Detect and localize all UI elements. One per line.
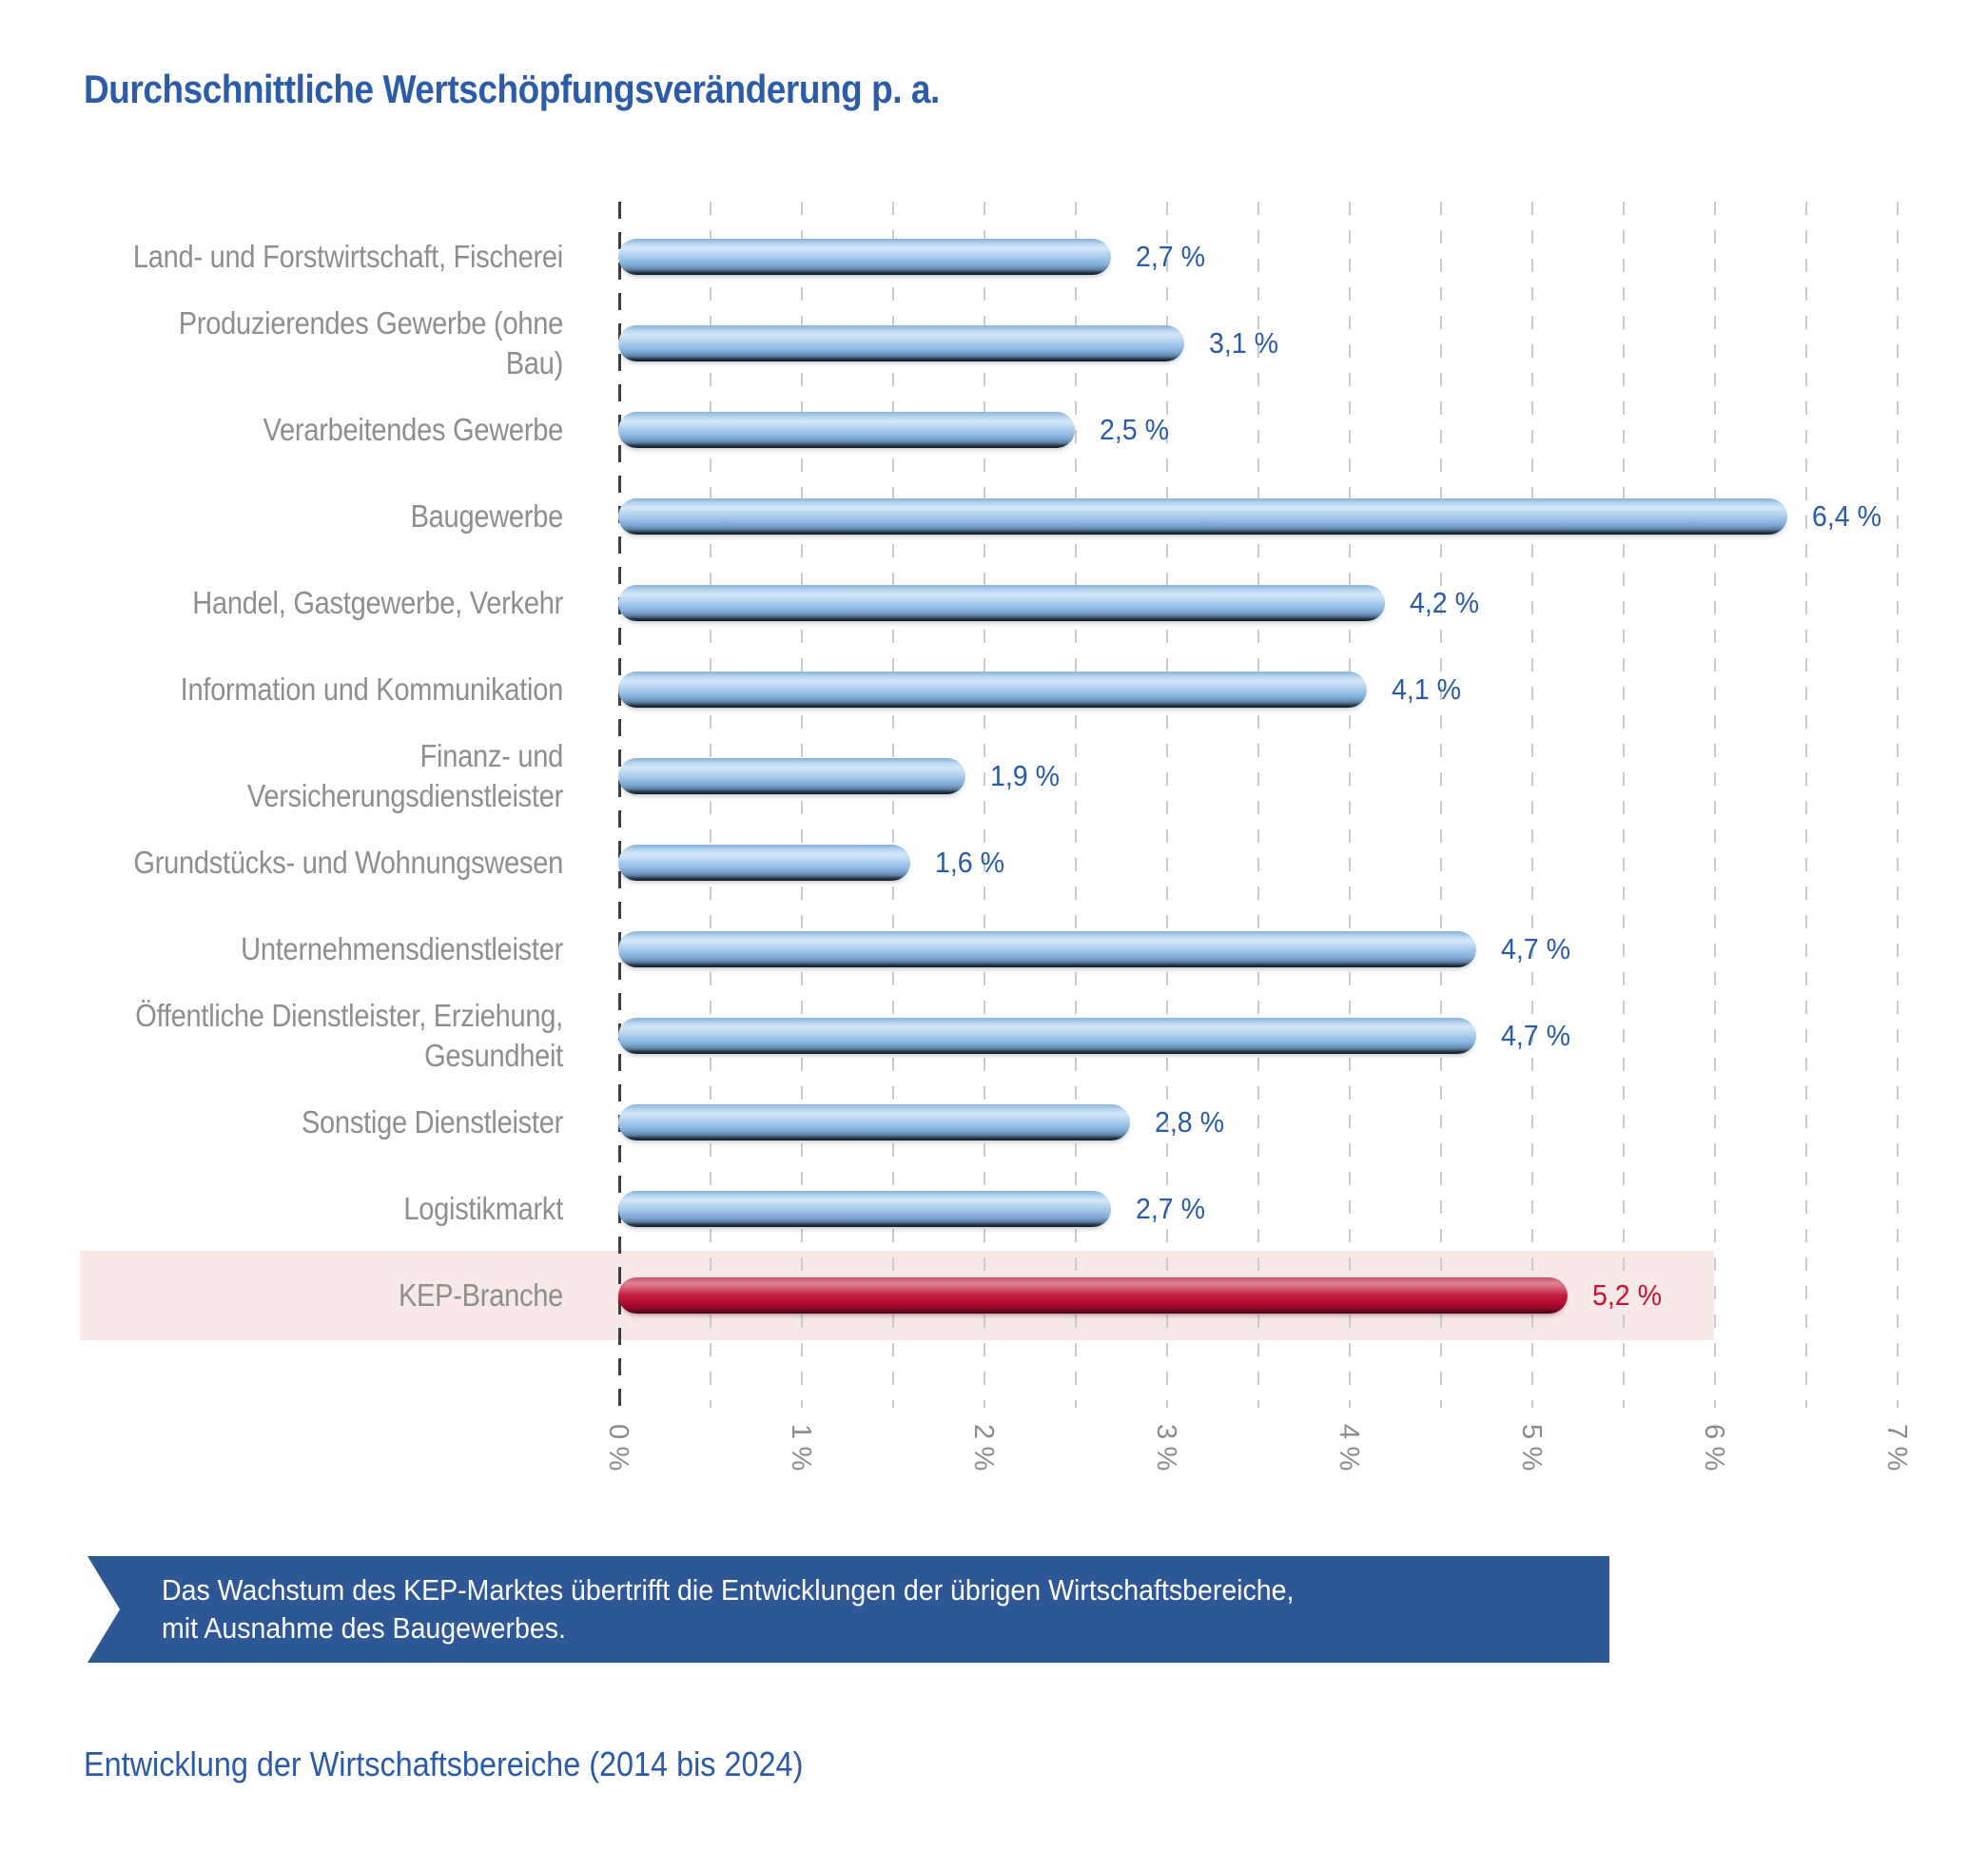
value-label: 2,7 % [1136, 1192, 1206, 1225]
x-axis-tick-label: 1 % [786, 1424, 816, 1471]
value-label: 4,7 % [1501, 932, 1571, 965]
category-label: Produzierendes Gewerbe (ohne Bau) [178, 305, 564, 380]
gridline [1805, 202, 1807, 1408]
gridline [892, 202, 894, 1408]
category-label: Verarbeitendes Gewerbe [263, 412, 564, 447]
category-label: Logistikmarkt [403, 1191, 563, 1226]
bar [618, 931, 1477, 967]
category-label: Sonstige Dienstleister [301, 1104, 563, 1140]
category-label: Land- und Forstwirtschaft, Fischerei [132, 239, 563, 274]
bar [618, 412, 1075, 448]
bar [618, 325, 1185, 361]
x-axis-tick-label: 3 % [1151, 1424, 1181, 1471]
gridline [710, 202, 711, 1408]
category-label: Unternehmensdienstleister [241, 931, 563, 966]
gridline [1440, 202, 1442, 1408]
bar [618, 758, 965, 794]
category-label: Information und Kommunikation [180, 672, 564, 707]
category-label: Öffentliche Dienstleister, Erziehung, Ge… [135, 998, 563, 1073]
x-axis-tick-label: 0 % [603, 1424, 633, 1471]
callout-line-2: mit Ausnahme des Baugewerbes. [162, 1611, 566, 1645]
gridline [984, 202, 985, 1408]
gridline [801, 202, 803, 1408]
bar [618, 1104, 1130, 1140]
page-title: Durchschnittliche Wertschöpfungsveränder… [84, 67, 940, 111]
bar [618, 845, 911, 881]
gridline [1075, 202, 1077, 1408]
category-label: Handel, Gastgewerbe, Verkehr [192, 585, 563, 620]
chart-caption: Entwicklung der Wirtschaftsbereiche (201… [84, 1744, 804, 1783]
bar [618, 672, 1368, 708]
category-label: KEP-Branche [398, 1277, 563, 1313]
bar-highlight [618, 1277, 1569, 1314]
gridline [1257, 202, 1259, 1408]
zero-line [618, 202, 621, 1408]
x-axis-tick-label: 6 % [1699, 1424, 1729, 1471]
x-axis-tick-label: 5 % [1516, 1424, 1547, 1471]
value-label: 2,7 % [1136, 240, 1206, 273]
gridline [1897, 202, 1899, 1408]
callout-line-1: Das Wachstum des KEP-Marktes übertrifft … [162, 1573, 1295, 1607]
category-label: Finanz- und Versicherungsdienstleister [246, 738, 563, 813]
value-label: 3,1 % [1209, 326, 1279, 360]
bar [618, 239, 1112, 275]
category-label: Baugewerbe [410, 498, 564, 534]
gridline [1714, 202, 1716, 1408]
bar [618, 585, 1386, 621]
gridline [1166, 202, 1168, 1408]
bar [618, 1018, 1477, 1054]
gridline [1349, 202, 1351, 1408]
callout-text: Das Wachstum des KEP-Marktes übertrifft … [162, 1571, 1294, 1647]
gridline [1531, 202, 1533, 1408]
value-label: 4,2 % [1410, 586, 1480, 619]
value-label: 4,1 % [1392, 672, 1462, 706]
value-label: 1,9 % [989, 759, 1060, 792]
gridline [1623, 202, 1625, 1408]
value-label: 2,5 % [1100, 413, 1169, 446]
category-label: Grundstücks- und Wohnungswesen [133, 845, 563, 880]
bar [618, 498, 1787, 535]
x-axis-tick-label: 7 % [1881, 1424, 1912, 1471]
bar [618, 1191, 1112, 1227]
callout-banner: Das Wachstum des KEP-Marktes übertrifft … [88, 1556, 1609, 1663]
value-label: 5,2 % [1592, 1278, 1663, 1312]
value-label: 4,7 % [1501, 1019, 1571, 1052]
value-label: 2,8 % [1154, 1105, 1224, 1139]
value-label: 1,6 % [935, 846, 1005, 879]
x-axis-tick-label: 4 % [1334, 1424, 1364, 1471]
bar-chart-plot-area: Land- und Forstwirtschaft, Fischerei 2,7 … [80, 202, 1912, 1471]
value-label: 6,4 % [1811, 499, 1881, 533]
x-axis-tick-label: 2 % [968, 1424, 999, 1471]
